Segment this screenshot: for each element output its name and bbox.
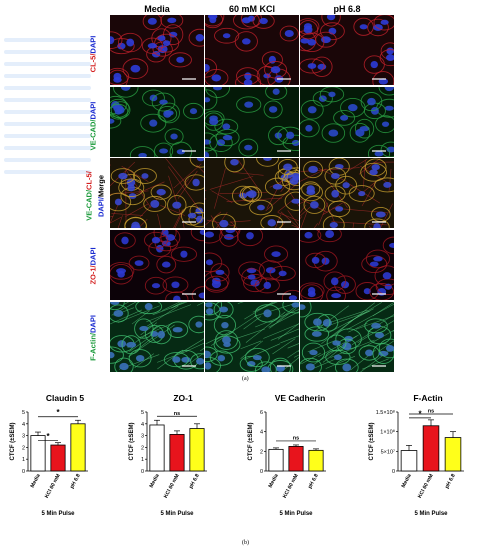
bar-1-2: [190, 429, 204, 471]
y-tick-label-1-4: 4: [141, 422, 144, 428]
y-tick-label-3-1: 5×10⁷: [381, 448, 395, 455]
x-tick-label-2-0: Media: [268, 473, 280, 489]
y-tick-label-0-2: 2: [22, 445, 25, 451]
column-header-kcl: 60 mM KCl: [205, 4, 299, 14]
y-tick-label-0-5: 5: [22, 410, 25, 416]
bar-3-1: [423, 426, 439, 471]
x-tick-label-0-2: pH 6.8: [69, 473, 82, 490]
micrograph-zo1-3: [300, 230, 394, 300]
row-label-cl5: CL-5/DAPI: [78, 18, 108, 90]
x-tick-label-2-1: KCl 60 mM: [282, 473, 300, 499]
column-header-media: Media: [110, 4, 204, 14]
micrograph-merge-3: [300, 158, 394, 228]
column-header-ph: pH 6.8: [300, 4, 394, 14]
micrograph-vecad-3: [300, 87, 394, 157]
bar-1-0: [150, 425, 164, 471]
bar-1-1: [170, 434, 184, 471]
y-tick-label-1-1: 1: [141, 457, 144, 463]
micrograph-cl5-2: [205, 15, 299, 85]
caption-a: (a): [242, 376, 249, 382]
y-tick-label-1-2: 2: [141, 445, 144, 451]
y-tick-label-3-2: 1×10⁸: [380, 429, 395, 436]
micrograph-zo1-2: [205, 230, 299, 300]
x-tick-label-1-2: pH 6.8: [188, 473, 201, 490]
bar-0-2: [71, 424, 85, 471]
x-axis-label-2: 5 Min Pulse: [279, 511, 313, 517]
micrograph-factin-2: [205, 302, 299, 372]
micrograph-vecad-1: [110, 87, 204, 157]
y-tick-label-2-1: 2: [260, 449, 263, 455]
row-label-vecad: VE-CAD/DAPI: [78, 90, 108, 162]
y-tick-label-0-3: 3: [22, 434, 25, 440]
x-tick-label-3-2: pH 6.8: [444, 473, 457, 490]
row-label-zo1: ZO-1/DAPI: [78, 230, 108, 302]
y-tick-label-0-4: 4: [22, 422, 25, 428]
caption-b: (b): [242, 540, 249, 546]
micrograph-factin-3: [300, 302, 394, 372]
y-tick-label-0-1: 1: [22, 457, 25, 463]
y-axis-label-2: CTCF (±SEM): [248, 423, 254, 461]
bar-2-0: [269, 449, 283, 471]
y-tick-label-1-3: 3: [141, 434, 144, 440]
row-label-factin: F-Actin/DAPI: [78, 302, 108, 374]
significance-label-0-0: *: [46, 432, 50, 441]
micrograph-cl5-1: [110, 15, 204, 85]
x-tick-label-0-1: KCl 60 mM: [44, 473, 62, 499]
significance-label-1-0: ns: [174, 411, 180, 417]
bar-0-1: [51, 445, 65, 471]
bar-3-0: [401, 451, 417, 471]
significance-label-0-1: *: [56, 408, 60, 417]
y-axis-label-1: CTCF (±SEM): [129, 423, 135, 461]
micrograph-merge-1: [110, 158, 204, 228]
bar-charts: 012345CTCF (±SEM)MediaKCl 60 mMpH 6.8**5…: [0, 400, 490, 542]
y-axis-label-0: CTCF (±SEM): [10, 423, 16, 461]
significance-label-2-0: ns: [293, 435, 299, 441]
x-tick-label-0-0: Media: [30, 473, 42, 489]
x-tick-label-3-0: Media: [401, 473, 413, 489]
x-tick-label-1-1: KCl 60 mM: [163, 473, 181, 499]
y-tick-label-1-0: 0: [141, 469, 144, 475]
x-tick-label-3-1: KCl 60 mM: [417, 473, 435, 499]
y-tick-label-2-0: 0: [260, 469, 263, 475]
x-tick-label-1-0: Media: [149, 473, 161, 489]
micrograph-cl5-3: [300, 15, 394, 85]
x-axis-label-3: 5 Min Pulse: [414, 511, 448, 517]
bar-3-2: [445, 438, 461, 471]
micrograph-factin-1: [110, 302, 204, 372]
y-tick-label-1-5: 5: [141, 410, 144, 416]
bar-2-1: [289, 446, 303, 471]
micrograph-merge-2: [205, 158, 299, 228]
micrograph-zo1-1: [110, 230, 204, 300]
y-tick-label-3-0: 0: [392, 469, 395, 475]
micrograph-vecad-2: [205, 87, 299, 157]
y-tick-label-2-2: 4: [260, 430, 263, 436]
x-tick-label-2-2: pH 6.8: [307, 473, 320, 490]
x-axis-label-1: 5 Min Pulse: [160, 511, 194, 517]
x-axis-label-0: 5 Min Pulse: [41, 511, 75, 517]
y-axis-label-3: CTCF (±SEM): [369, 423, 375, 461]
bar-2-2: [309, 450, 323, 471]
bar-0-0: [31, 436, 45, 471]
significance-label-3-1: ns: [428, 409, 434, 415]
y-tick-label-0-0: 0: [22, 469, 25, 475]
y-tick-label-3-3: 1.5×10⁸: [376, 409, 395, 416]
y-tick-label-2-3: 6: [260, 410, 263, 416]
